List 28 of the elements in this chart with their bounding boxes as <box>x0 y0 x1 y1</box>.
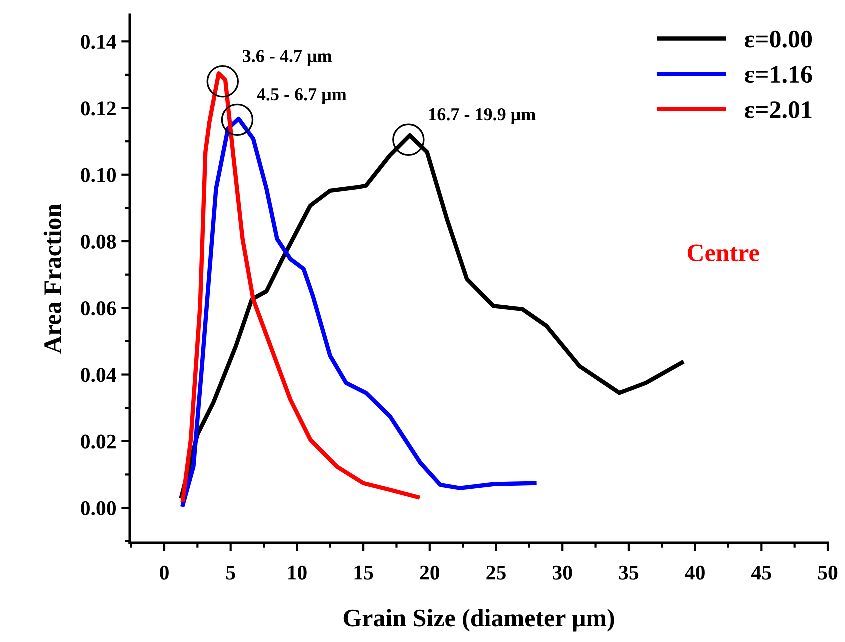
y-tick-label: 0.12 <box>81 102 116 116</box>
x-tick-label: 10 <box>288 566 307 580</box>
x-tick-label: 0 <box>160 566 169 580</box>
annotation: 3.6 - 4.7 μm <box>243 50 332 66</box>
legend-label: ε=2.01 <box>745 102 812 119</box>
y-tick-label: 0.06 <box>81 302 116 316</box>
x-tick-label: 20 <box>420 566 440 580</box>
x-tick-label: 45 <box>752 566 772 580</box>
x-tick-label: 25 <box>486 566 506 580</box>
x-tick-label: 15 <box>354 566 374 580</box>
annotation: 4.5 - 6.7 μm <box>257 88 347 104</box>
annotation: Centre <box>688 244 760 262</box>
y-tick-label: 0.00 <box>81 501 116 516</box>
x-tick-label: 30 <box>552 566 572 580</box>
x-tick-label: 5 <box>226 566 236 580</box>
legend-label: ε=1.16 <box>745 66 812 84</box>
x-tick-label: 40 <box>685 566 705 580</box>
legend-label: ε=0.00 <box>745 30 812 48</box>
y-tick-label: 0.14 <box>81 35 116 50</box>
x-tick-label: 50 <box>818 566 838 580</box>
x-tick-label: 35 <box>619 566 639 580</box>
x-axis-title: Grain Size (diameter μm) <box>344 609 614 632</box>
y-tick-label: 0.04 <box>81 368 116 382</box>
y-tick-label: 0.10 <box>81 168 116 182</box>
y-tick-label: 0.02 <box>81 434 116 449</box>
y-tick-label: 0.08 <box>81 234 116 250</box>
annotation: 16.7 - 19.9 μm <box>430 108 536 124</box>
y-axis-title: Area Fraction <box>44 204 62 354</box>
